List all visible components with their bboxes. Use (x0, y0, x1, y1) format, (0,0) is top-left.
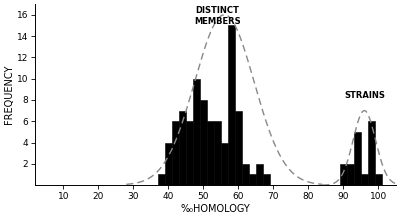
Y-axis label: FREQUENCY: FREQUENCY (4, 65, 14, 124)
Bar (179, 111, 186, 185)
Bar (228, 26, 234, 185)
Text: STRAINS: STRAINS (344, 91, 385, 100)
Bar (347, 164, 354, 185)
Text: DISTINCT
MEMBERS: DISTINCT MEMBERS (194, 6, 241, 26)
Bar (256, 164, 262, 185)
Bar (193, 79, 200, 185)
Bar (375, 174, 382, 185)
Bar (249, 174, 256, 185)
Bar (207, 121, 214, 185)
Bar (221, 143, 228, 185)
Bar (158, 174, 164, 185)
Bar (361, 174, 368, 185)
Bar (354, 132, 360, 185)
Bar (200, 100, 206, 185)
Bar (165, 143, 172, 185)
Bar (214, 121, 220, 185)
Bar (368, 121, 374, 185)
Bar (263, 174, 270, 185)
Bar (186, 121, 192, 185)
Bar (340, 164, 346, 185)
Bar (242, 164, 248, 185)
Bar (172, 121, 178, 185)
X-axis label: %₀HOMOLOGY: %₀HOMOLOGY (181, 204, 250, 214)
Bar (235, 111, 242, 185)
